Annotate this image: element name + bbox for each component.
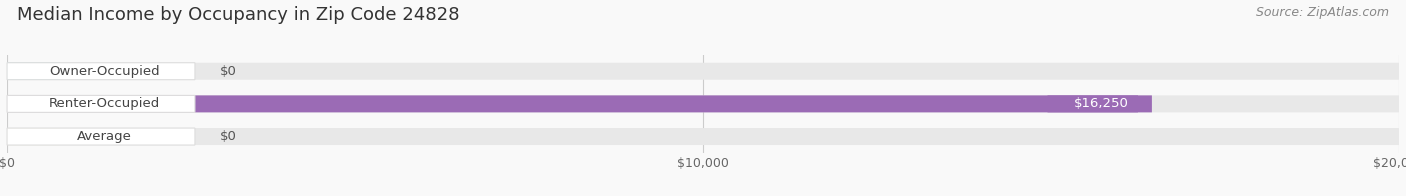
FancyBboxPatch shape xyxy=(7,128,195,145)
FancyBboxPatch shape xyxy=(7,63,1399,80)
FancyBboxPatch shape xyxy=(7,128,60,145)
FancyBboxPatch shape xyxy=(7,95,195,112)
Text: $16,250: $16,250 xyxy=(1074,97,1129,110)
Text: Median Income by Occupancy in Zip Code 24828: Median Income by Occupancy in Zip Code 2… xyxy=(17,6,460,24)
Text: Source: ZipAtlas.com: Source: ZipAtlas.com xyxy=(1256,6,1389,19)
FancyBboxPatch shape xyxy=(7,95,1137,112)
FancyBboxPatch shape xyxy=(7,128,1399,145)
FancyBboxPatch shape xyxy=(1047,95,1152,112)
Text: Renter-Occupied: Renter-Occupied xyxy=(49,97,160,110)
Text: Average: Average xyxy=(77,130,132,143)
Text: Owner-Occupied: Owner-Occupied xyxy=(49,65,160,78)
FancyBboxPatch shape xyxy=(7,63,60,80)
Text: $0: $0 xyxy=(219,130,236,143)
Text: $0: $0 xyxy=(219,65,236,78)
FancyBboxPatch shape xyxy=(7,63,195,80)
FancyBboxPatch shape xyxy=(7,95,1399,112)
